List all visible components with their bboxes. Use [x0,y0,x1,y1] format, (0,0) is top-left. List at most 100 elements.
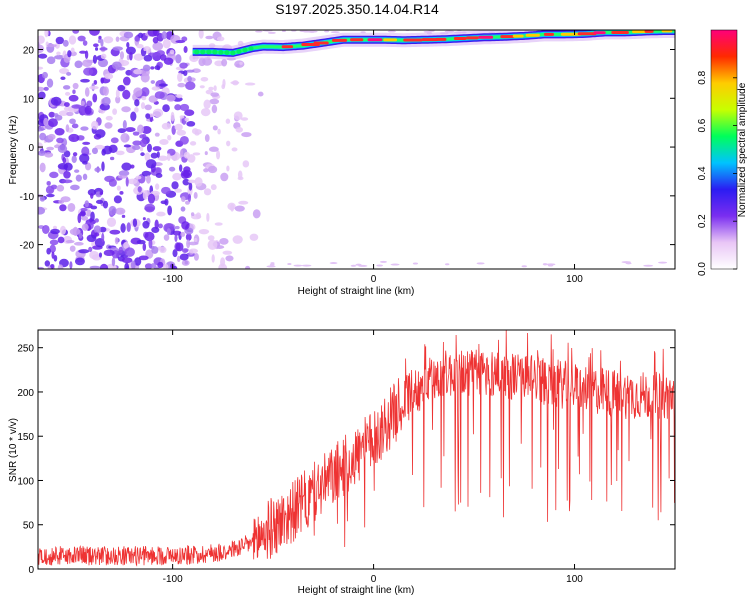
noise-blob [92,93,98,103]
noise-blob [59,225,67,235]
noise-blob [111,61,122,70]
noise-blob [238,200,249,205]
noise-blob [69,245,76,252]
noise-blob [145,113,151,119]
noise-blob [114,237,119,245]
noise-blob [72,82,79,90]
noise-blob [45,185,55,195]
edge-speckle [330,31,340,34]
noise-blob [187,75,192,82]
noise-blob [174,123,183,131]
noise-blob [134,35,140,42]
noise-blob [93,43,99,48]
noise-blob [148,238,153,249]
edge-speckle [658,261,668,264]
noise-blob [207,239,218,250]
noise-blob [184,200,190,205]
noise-blob [175,242,184,252]
noise-blob [252,209,261,219]
noise-blob [44,260,51,267]
noise-blob [54,42,60,49]
noise-blob [154,219,159,230]
noise-blob [186,121,196,127]
edge-speckle [287,262,292,265]
chart-title: S197.2025.350.14.04.R14 [275,1,439,17]
noise-blob [166,94,176,102]
noise-blob [113,195,122,204]
noise-blob [101,161,105,172]
noise-blob [86,234,97,243]
noise-blob [46,146,55,151]
noise-blob [94,218,99,223]
noise-blob [49,239,59,246]
noise-blob [249,233,259,241]
noise-blob [182,178,190,186]
noise-blob [177,82,186,88]
noise-blob [56,137,64,144]
spectrogram-xtick-label: -100 [163,274,183,285]
noise-blob [181,259,190,266]
noise-blob [104,73,114,80]
noise-blob [180,206,186,212]
noise-blob [65,91,71,96]
snr-y-axis-label: SNR (10 * v/v) [8,418,19,482]
noise-blob [146,175,151,184]
noise-blob [39,162,46,173]
noise-blob [80,78,90,83]
noise-blob [140,73,150,83]
noise-blob [147,30,158,37]
noise-blob [56,184,65,192]
noise-blob [154,65,161,70]
noise-blob [240,117,249,121]
noise-blob [232,235,243,244]
noise-blob [204,134,210,142]
noise-blob [134,99,140,107]
noise-blob [218,263,228,269]
noise-blob [179,253,189,261]
noise-blob [170,111,175,122]
noise-blob [91,120,99,130]
noise-blob [154,183,160,190]
noise-blob [147,193,156,204]
noise-blob [161,122,172,130]
snr-xtick-label: 0 [371,574,377,585]
noise-blob [46,56,56,65]
noise-blob [61,179,73,184]
noise-blob [100,38,104,47]
noise-blob [219,237,229,245]
colorbar-tick-label: 0.2 [697,214,708,228]
noise-blob [104,122,113,129]
noise-blob [204,151,208,156]
noise-blob [133,87,143,97]
colorbar-tick-label: 0.8 [697,70,708,84]
snr-ticks: -100 0 100 0 50 100 150 200 250 [17,330,675,585]
spectrogram-xtick-label: 0 [371,274,377,285]
noise-blob [69,228,81,236]
noise-blob [225,255,234,262]
noise-blob [121,257,133,264]
noise-blob [203,99,211,110]
noise-blob [172,249,178,258]
ridge-dot [230,50,236,56]
noise-blob [181,221,190,230]
spectrogram-frame [37,29,676,270]
noise-blob [241,132,252,138]
noise-blob [56,51,61,56]
snr-ytick-label: 250 [17,344,34,355]
noise-blob [68,133,80,143]
noise-blob [121,106,131,113]
noise-blob [102,200,109,209]
snr-ytick-label: 150 [17,432,34,443]
noise-blob [142,220,150,229]
noise-blob [38,44,45,54]
noise-blob [142,242,147,252]
noise-blob [115,36,120,42]
noise-blob [221,83,226,90]
noise-blob [245,265,251,269]
noise-blob [163,222,175,233]
noise-blob [62,85,71,90]
noise-blob [78,249,90,254]
noise-blob [79,50,87,54]
